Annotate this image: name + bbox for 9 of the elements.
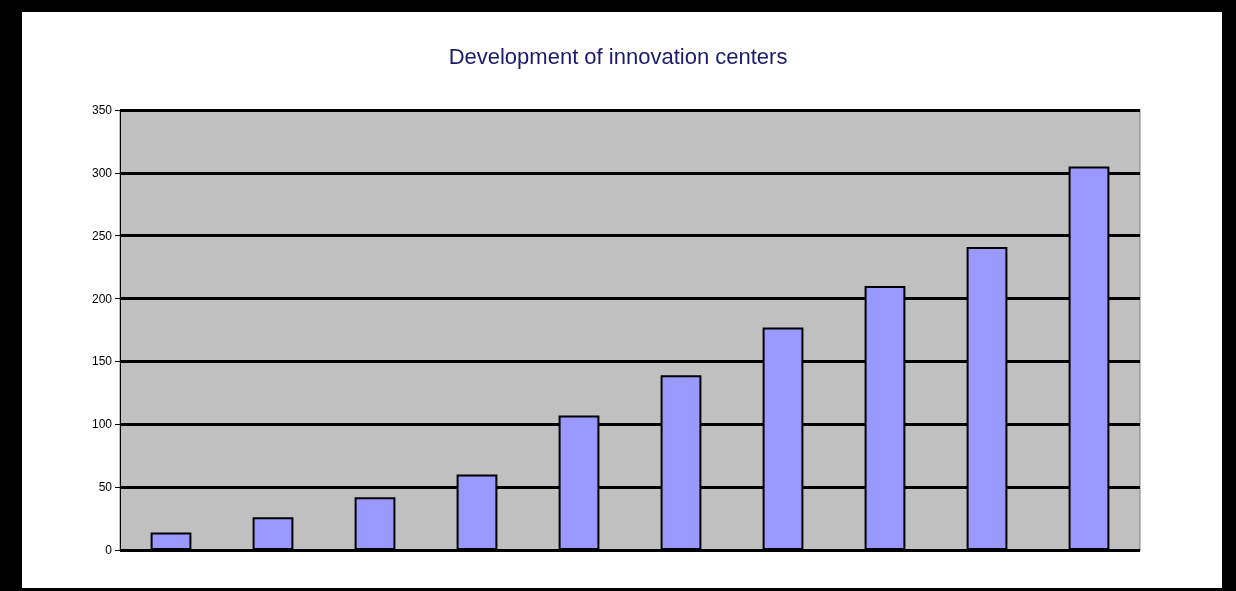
y-tick-label: 100 [91, 417, 113, 432]
y-tick-label: 250 [91, 228, 113, 243]
y-tick-label: 150 [91, 354, 113, 369]
y-tick-label: 0 [105, 543, 113, 557]
y-tick-label: 350 [91, 103, 113, 117]
y-tick-label: 200 [91, 291, 113, 306]
chart-title: Development of innovation centers [448, 43, 788, 69]
y-tick-label: 50 [98, 480, 113, 495]
y-tick-label: 300 [91, 165, 113, 180]
